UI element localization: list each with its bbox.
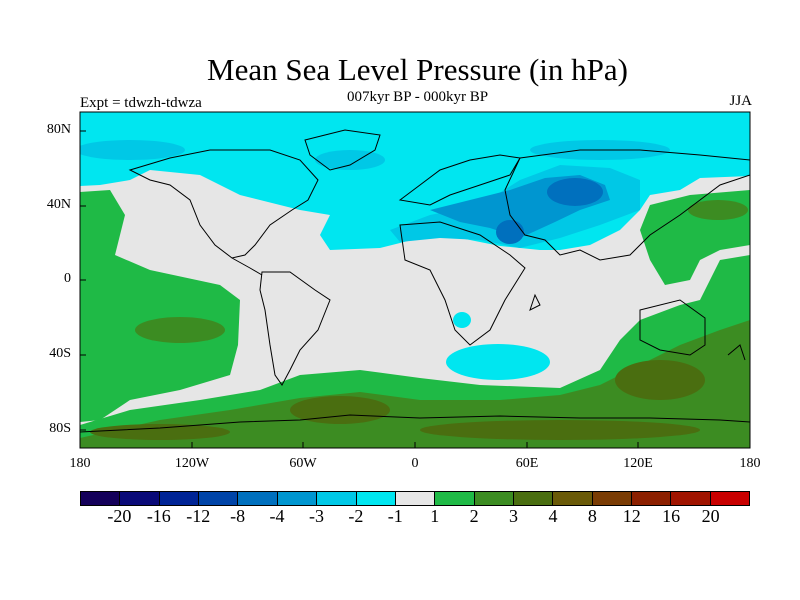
colorbar-swatch xyxy=(671,492,711,505)
figure-subtitle: 007kyr BP - 000kyr BP xyxy=(346,89,489,105)
africa-coast xyxy=(399,221,526,346)
pacific-positive-west xyxy=(80,190,240,422)
colorbar-label: -16 xyxy=(146,506,171,526)
colorbar-label: 3 xyxy=(509,506,519,526)
africa-negative-blob xyxy=(453,312,471,328)
lon-tick-label: 0 xyxy=(411,456,419,471)
mideast-core xyxy=(496,220,524,244)
colorbar-swatch xyxy=(395,492,436,505)
lon-tick-label: 120W xyxy=(174,456,210,471)
colorbar-label: -8 xyxy=(230,506,246,526)
central-america-coast xyxy=(231,257,263,276)
colorbar-label: -20 xyxy=(107,506,132,526)
colorbar-swatch xyxy=(553,492,593,505)
colorbar-label: 2 xyxy=(469,506,479,526)
spac-positive-core xyxy=(135,317,225,343)
season-label: JJA xyxy=(729,93,752,109)
colorbar-label: -3 xyxy=(308,506,324,526)
lon-tick-label: 120E xyxy=(623,456,653,471)
colorbar-swatch xyxy=(710,492,750,505)
colorbar-swatch xyxy=(592,492,633,505)
colorbar-swatch xyxy=(317,492,357,505)
lat-tick-label: 40N xyxy=(46,197,71,212)
colorbar-swatch xyxy=(199,492,239,505)
lat-tick-label: 0 xyxy=(64,271,71,286)
lat-tick-label: 40S xyxy=(49,346,71,361)
colorbar xyxy=(80,491,750,506)
lon-tick-label: 60W xyxy=(289,456,317,471)
tick-marks xyxy=(80,130,639,448)
madagascar-coast xyxy=(529,293,541,311)
figure-title: Mean Sea Level Pressure (in hPa) xyxy=(207,52,628,87)
antarctic-core-3 xyxy=(90,424,230,440)
colorbar-label: -2 xyxy=(348,506,364,526)
colorbar-label: 12 xyxy=(622,506,641,526)
coastlines xyxy=(80,129,750,433)
greenland-coast xyxy=(304,129,381,171)
southern-mid-band xyxy=(80,320,750,448)
colorbar-label: 8 xyxy=(587,506,597,526)
colorbar-label: 1 xyxy=(430,506,440,526)
colorbar-swatch xyxy=(474,492,514,505)
north-america-coast xyxy=(128,149,319,259)
colorbar-label: 4 xyxy=(548,506,558,526)
lat-tick-label: 80S xyxy=(49,421,71,436)
colorbar-label: -12 xyxy=(186,506,211,526)
colorbar-swatch xyxy=(513,492,554,505)
colorbar-label: -1 xyxy=(387,506,403,526)
indian-positive-core xyxy=(615,360,705,400)
ocean-negative-blob xyxy=(446,344,550,380)
colorbar-swatch xyxy=(81,492,121,505)
colorbar-swatch xyxy=(435,492,475,505)
asia-coast xyxy=(504,149,750,261)
colorbar-swatch xyxy=(356,492,396,505)
colorbar-label: 16 xyxy=(662,506,681,526)
lon-tick-label: 60E xyxy=(515,456,539,471)
colorbar-swatch xyxy=(277,492,318,505)
colorbar-swatch xyxy=(238,492,278,505)
colorbar-swatch xyxy=(632,492,672,505)
colorbar-label: -4 xyxy=(269,506,285,526)
australia-coast xyxy=(639,299,706,356)
lon-tick-label: 180 xyxy=(69,456,91,471)
south-america-coast xyxy=(259,271,331,386)
lat-tick-label: 80N xyxy=(46,122,71,137)
colorbar-label: 20 xyxy=(701,506,720,526)
nwp-positive-core xyxy=(688,200,748,220)
lon-tick-label: 180 xyxy=(739,456,761,471)
colorbar-swatch xyxy=(120,492,160,505)
antarctic-core-2 xyxy=(420,420,700,440)
arctic-core xyxy=(80,140,185,160)
antarctic-core-1 xyxy=(290,396,390,424)
colorbar-swatch xyxy=(159,492,200,505)
experiment-label: Expt = tdwzh-tdwza xyxy=(80,95,202,111)
antarctica-coast xyxy=(80,414,750,433)
asia-strong-core xyxy=(547,178,603,206)
new-zealand-coast xyxy=(727,344,746,361)
